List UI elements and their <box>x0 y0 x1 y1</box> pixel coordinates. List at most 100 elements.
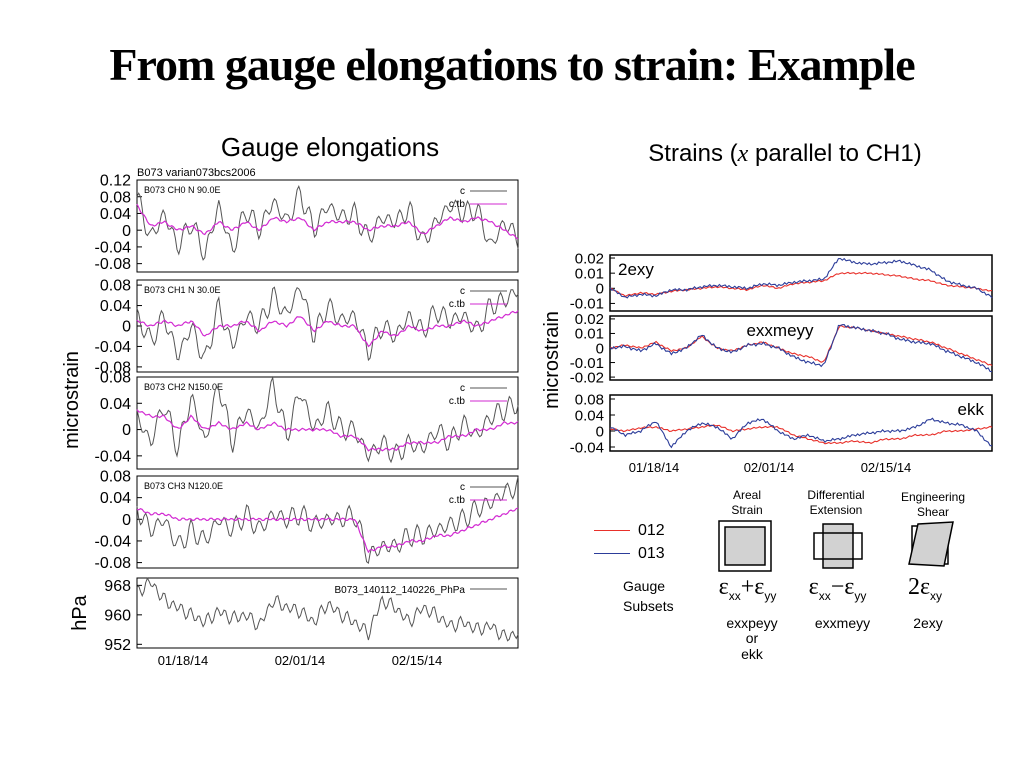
strain-name: 2exy <box>913 615 943 631</box>
formula-epsilon: ε <box>808 574 819 600</box>
strain-series-012 <box>609 324 993 367</box>
formula-epsilon: ε <box>844 574 855 600</box>
gauge-ytick-label: 0 <box>122 512 131 529</box>
gauge-legend-ctb: c.tb <box>449 299 466 310</box>
right-heading-suffix: parallel to CH1) <box>748 140 922 167</box>
gauge-series-c <box>136 476 519 565</box>
gauge-ytick-label: 0.08 <box>100 469 131 486</box>
gauge-legend-c: c <box>460 286 465 297</box>
strain-name: exxpeyy <box>726 615 778 631</box>
gauge-ytick-label: -0.08 <box>95 359 132 376</box>
left-chart-heading: Gauge elongations <box>220 132 440 162</box>
strain-ytick-label: -0.02 <box>570 369 604 386</box>
gauge-ytick-label: 0.04 <box>100 490 131 507</box>
gauge-series-ctb <box>136 409 519 452</box>
strain-series-012 <box>609 271 993 298</box>
gauge-panel-label: B073 CH3 N120.0E <box>144 481 223 491</box>
gauge-series-ctb <box>136 507 519 554</box>
shear-parallelogram <box>908 521 954 567</box>
gauge-ytick-label: -0.04 <box>95 448 132 465</box>
gauge-legend-c: c <box>460 482 465 493</box>
strain-panel-label: 2exy <box>618 260 654 279</box>
strain-panel-frame <box>609 394 993 452</box>
strain-xtick-label: 02/01/14 <box>744 460 795 475</box>
strain-series-012 <box>609 424 993 445</box>
gauge-ytick-label: 952 <box>104 637 131 654</box>
engineering-shear-title: Engineering Shear <box>890 490 976 520</box>
gauge-ytick-label: 0.12 <box>100 173 131 190</box>
legend-swatch-012 <box>594 530 630 532</box>
pressure-ylabel: hPa <box>69 594 91 630</box>
gauge-ytick-label: -0.04 <box>95 339 132 356</box>
gauge-ytick-label: 0.08 <box>100 189 131 206</box>
engineering-shear-names: 2exy <box>893 615 963 631</box>
gauge-ytick-label: 0.08 <box>100 370 131 387</box>
differential-extension-names: exxmeyy <box>800 615 885 631</box>
gauge-ytick-label: 0.04 <box>100 298 131 315</box>
strain-name-connector: or <box>745 630 759 647</box>
gauge-panel-label: B073 CH1 N 30.0E <box>144 285 221 295</box>
strain-panel-label: ekk <box>958 400 985 419</box>
gauge-panel-label: B073 CH2 N150.0E <box>144 382 223 392</box>
gauge-xtick-label: 02/15/14 <box>392 653 443 668</box>
gauge-subsets-line2: Subsets <box>623 597 674 614</box>
formula-operator: − <box>830 574 845 600</box>
differential-extension-title: Differential Extension <box>795 488 877 518</box>
gauge-panel-label: B073 CH0 N 90.0E <box>144 185 221 195</box>
strain-series-013 <box>609 324 993 373</box>
areal-strain-names: exxpeyy or ekk <box>712 615 792 662</box>
differential-extension-title-line1: Differential <box>807 488 865 502</box>
strain-ytick-label: 0 <box>596 340 604 357</box>
legend-label-012: 012 <box>638 522 665 539</box>
formula-subscript: xy <box>930 588 943 603</box>
gauge-ytick-label: -0.08 <box>95 555 132 572</box>
gauge-xtick-label: 01/18/14 <box>158 653 209 668</box>
gauge-ytick-label: -0.04 <box>95 534 132 551</box>
gauge-legend-ctb: c.tb <box>449 396 466 407</box>
gauge-ytick-label: 0.04 <box>100 206 131 223</box>
strain-ytick-label: -0.01 <box>570 296 604 313</box>
strain-ytick-label: 0.04 <box>575 407 604 424</box>
strain-series-013 <box>609 257 993 299</box>
gauge-series-ctb <box>136 203 519 240</box>
engineering-shear-formula: 2εxy <box>885 574 965 603</box>
diff-ext-wide-rect <box>813 532 863 560</box>
strain-series-013 <box>609 417 993 449</box>
gauge-ylabel: microstrain <box>61 351 83 449</box>
differential-extension-formula: εxx−εyy <box>790 574 885 603</box>
formula-epsilon: ε <box>718 574 729 600</box>
areal-strain-title-line1: Areal <box>732 488 761 502</box>
gauge-series-ctb <box>136 310 519 348</box>
gauge-legend-ctb: c.tb <box>449 199 466 210</box>
strain-ylabel: microstrain <box>541 311 563 409</box>
gauge-ytick-label: -0.04 <box>95 240 132 257</box>
areal-strain-title-line2: Strain <box>731 503 763 517</box>
strain-ytick-label: 0.01 <box>575 265 604 282</box>
strain-ytick-label: -0.01 <box>570 355 604 372</box>
gauge-series-c <box>136 286 519 362</box>
strain-xtick-label: 01/18/14 <box>629 460 680 475</box>
strain-ytick-label: 0.02 <box>575 311 604 328</box>
areal-strain-inner-square <box>724 526 766 566</box>
gauge-legend-c: c <box>460 383 465 394</box>
engineering-shear-title-line1: Engineering <box>900 490 966 504</box>
gauge-panel-frame <box>136 179 519 273</box>
formula-subscript: yy <box>854 588 867 603</box>
gauge-ytick-label: 0 <box>122 223 131 240</box>
gauge-legend-c: c <box>460 186 465 197</box>
strain-ytick-label: 0.08 <box>575 391 604 408</box>
formula-subscript: yy <box>764 588 777 603</box>
strain-ytick-label: 0 <box>596 423 604 440</box>
gauge-panel-frame <box>136 475 519 569</box>
gauge-ytick-label: 0.04 <box>100 396 131 413</box>
legend-swatch-013 <box>594 553 630 555</box>
gauge-ytick-label: 960 <box>104 607 131 624</box>
legend-item-012: 012 <box>594 522 665 540</box>
gauge-panel-frame <box>136 376 519 470</box>
areal-strain-title: Areal Strain <box>707 488 787 518</box>
formula-subscript: xx <box>728 588 741 603</box>
strain-ytick-label: 0.01 <box>575 326 604 343</box>
legend-label-013: 013 <box>638 545 665 562</box>
strain-panel-frame <box>609 254 993 312</box>
